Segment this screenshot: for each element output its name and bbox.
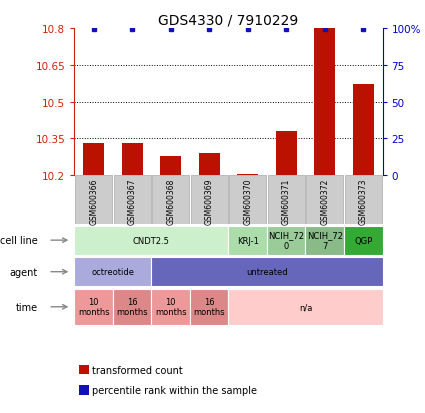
Text: CNDT2.5: CNDT2.5 xyxy=(133,236,170,245)
Text: agent: agent xyxy=(9,267,37,277)
Bar xyxy=(152,176,189,225)
Bar xyxy=(160,156,181,176)
Text: NCIH_72
7: NCIH_72 7 xyxy=(307,231,343,250)
Bar xyxy=(74,226,229,255)
Bar xyxy=(74,258,151,287)
Bar xyxy=(151,258,382,287)
Text: KRJ-1: KRJ-1 xyxy=(237,236,259,245)
Text: QGP: QGP xyxy=(354,236,372,245)
Bar xyxy=(122,144,143,176)
Bar xyxy=(353,85,374,176)
Title: GDS4330 / 7910229: GDS4330 / 7910229 xyxy=(159,14,298,28)
Bar xyxy=(237,175,258,176)
Text: n/a: n/a xyxy=(299,303,312,311)
Text: 10
months: 10 months xyxy=(155,297,187,317)
Bar xyxy=(113,176,150,225)
Bar xyxy=(83,144,104,176)
Text: GSM600368: GSM600368 xyxy=(166,178,175,224)
Bar xyxy=(229,176,266,225)
Text: NCIH_72
0: NCIH_72 0 xyxy=(268,231,304,250)
Text: GSM600367: GSM600367 xyxy=(128,178,137,224)
Bar xyxy=(191,176,228,225)
Text: GSM600366: GSM600366 xyxy=(89,178,98,224)
Bar xyxy=(306,226,344,255)
Bar xyxy=(314,29,335,176)
Text: 16
months: 16 months xyxy=(116,297,148,317)
Text: octreotide: octreotide xyxy=(91,268,134,277)
Bar xyxy=(268,176,305,225)
Bar xyxy=(74,290,113,325)
Text: 16
months: 16 months xyxy=(193,297,225,317)
Bar xyxy=(229,290,382,325)
Bar xyxy=(345,176,382,225)
Bar xyxy=(113,290,151,325)
Bar xyxy=(276,132,297,176)
Text: GSM600373: GSM600373 xyxy=(359,178,368,224)
Bar xyxy=(190,290,229,325)
Text: time: time xyxy=(15,302,37,312)
Bar xyxy=(75,176,112,225)
Text: untreated: untreated xyxy=(246,268,288,277)
Text: 10
months: 10 months xyxy=(78,297,110,317)
Bar xyxy=(267,226,306,255)
Text: transformed count: transformed count xyxy=(92,365,183,375)
Bar xyxy=(344,226,383,255)
Text: percentile rank within the sample: percentile rank within the sample xyxy=(92,385,257,395)
Text: GSM600370: GSM600370 xyxy=(243,178,252,224)
Bar xyxy=(229,226,267,255)
Text: GSM600369: GSM600369 xyxy=(205,178,214,224)
Bar xyxy=(151,290,190,325)
Bar xyxy=(306,176,343,225)
Text: cell line: cell line xyxy=(0,235,37,246)
Bar xyxy=(198,154,220,176)
Text: GSM600372: GSM600372 xyxy=(320,178,329,224)
Text: GSM600371: GSM600371 xyxy=(282,178,291,224)
